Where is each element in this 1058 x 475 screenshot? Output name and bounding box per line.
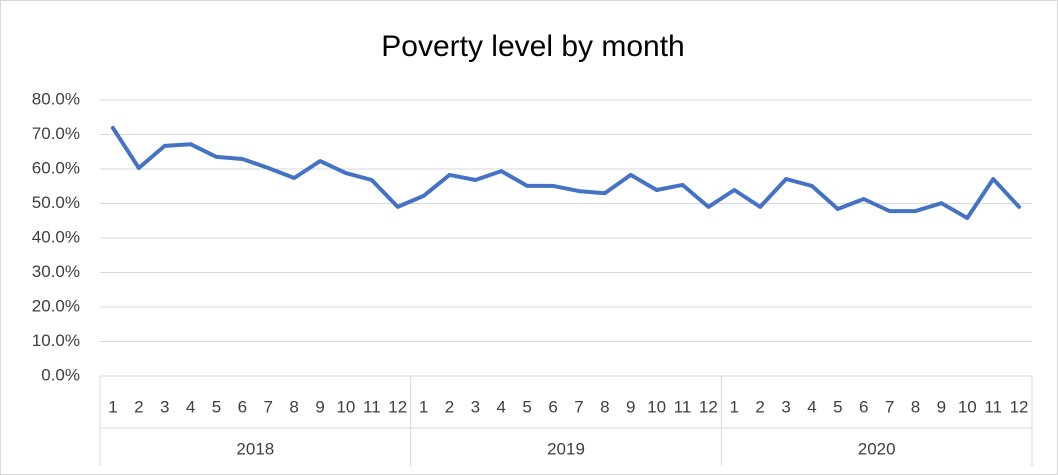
x-tick-label: 10: [958, 397, 977, 416]
x-tick-label: 5: [833, 397, 842, 416]
y-tick-label: 50.0%: [32, 193, 80, 212]
y-tick-label: 0.0%: [41, 365, 80, 384]
x-tick-label: 2: [445, 397, 454, 416]
x-tick-label: 8: [911, 397, 920, 416]
x-tick-label: 8: [600, 397, 609, 416]
x-tick-label: 12: [1010, 397, 1029, 416]
group-label: 2019: [547, 439, 585, 458]
x-tick-label: 3: [781, 397, 790, 416]
x-tick-label: 9: [626, 397, 635, 416]
x-tick-label: 6: [238, 397, 247, 416]
y-tick-label: 70.0%: [32, 124, 80, 143]
x-tick-label: 7: [264, 397, 273, 416]
x-tick-label: 7: [574, 397, 583, 416]
x-tick-label: 3: [471, 397, 480, 416]
x-tick-label: 12: [699, 397, 718, 416]
y-tick-label: 20.0%: [32, 296, 80, 315]
x-tick-label: 1: [730, 397, 739, 416]
x-tick-label: 2: [755, 397, 764, 416]
y-tick-label: 40.0%: [32, 227, 80, 246]
x-tick-label: 9: [937, 397, 946, 416]
chart-title: Poverty level by month: [381, 30, 684, 63]
y-tick-label: 60.0%: [32, 158, 80, 177]
x-tick-label: 12: [388, 397, 407, 416]
x-tick-label: 10: [336, 397, 355, 416]
x-tick-label: 4: [807, 397, 816, 416]
y-tick-label: 80.0%: [32, 89, 80, 108]
data-line: [110, 125, 1022, 220]
x-tick-label: 9: [315, 397, 324, 416]
x-tick-label: 5: [212, 397, 221, 416]
y-tick-label: 10.0%: [32, 331, 80, 350]
x-tick-label: 5: [522, 397, 531, 416]
x-tick-label: 7: [885, 397, 894, 416]
x-tick-label: 3: [160, 397, 169, 416]
x-tick-label: 10: [647, 397, 666, 416]
x-tick-label: 8: [289, 397, 298, 416]
x-tick-label: 11: [363, 397, 381, 416]
x-tick-label: 4: [186, 397, 195, 416]
x-tick-label: 2: [134, 397, 143, 416]
x-tick-label: 4: [497, 397, 506, 416]
y-tick-label: 30.0%: [32, 262, 80, 281]
x-tick-label: 6: [548, 397, 557, 416]
x-tick-label: 1: [108, 397, 117, 416]
x-tick-label: 6: [859, 397, 868, 416]
x-tick-label: 11: [674, 397, 692, 416]
group-label: 2018: [236, 439, 274, 458]
x-tick-label: 1: [419, 397, 428, 416]
group-label: 2020: [858, 439, 896, 458]
x-tick-label: 11: [984, 397, 1002, 416]
